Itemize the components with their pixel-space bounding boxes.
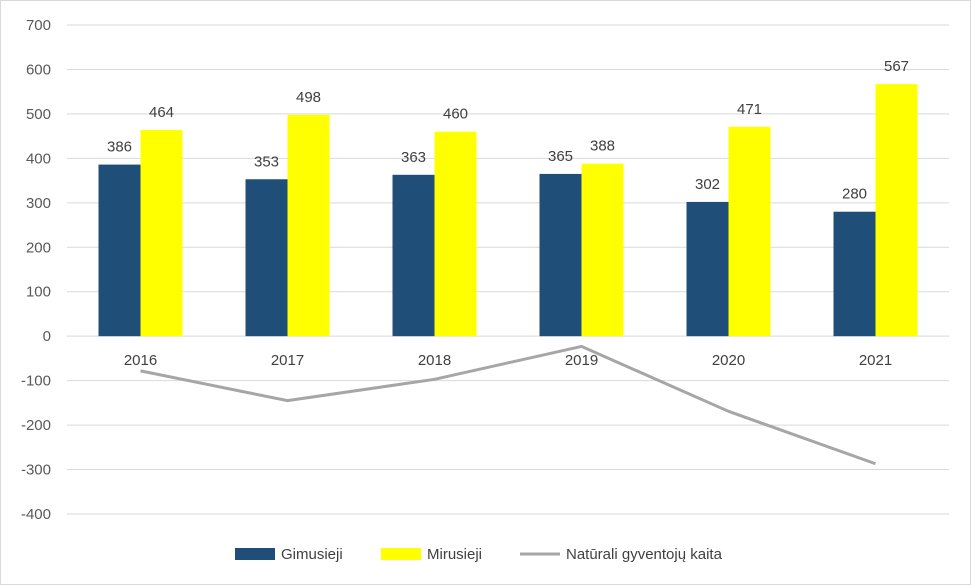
data-label: 471 bbox=[737, 101, 762, 118]
bar-gimusieji-2020 bbox=[686, 201, 729, 337]
data-label: 464 bbox=[149, 104, 174, 121]
y-tick-label: 600 bbox=[26, 61, 51, 78]
legend-swatch-gimusieji bbox=[235, 548, 275, 560]
y-tick-label: -300 bbox=[21, 462, 51, 479]
y-tick-label: 200 bbox=[26, 239, 51, 256]
y-tick-label: 700 bbox=[26, 17, 51, 34]
x-category-label: 2019 bbox=[565, 352, 598, 369]
x-category-label: 2017 bbox=[271, 352, 304, 369]
bar-mirusieji-2016 bbox=[140, 129, 183, 337]
y-tick-label: 400 bbox=[26, 150, 51, 167]
legend: Gimusieji Mirusieji Natūrali gyventojų kai… bbox=[235, 546, 723, 563]
x-category-label: 2021 bbox=[859, 352, 892, 369]
x-category-label: 2018 bbox=[418, 352, 451, 369]
y-axis-ticks: 700 600 500 400 300 200 100 0 -100 -200 -300 -400 bbox=[21, 17, 51, 523]
y-tick-label: 0 bbox=[43, 328, 51, 345]
bar-mirusieji-2019 bbox=[581, 163, 624, 337]
y-tick-label: -400 bbox=[21, 506, 51, 523]
y-tick-label: -100 bbox=[21, 373, 51, 390]
x-category-label: 2020 bbox=[712, 352, 745, 369]
data-label: 302 bbox=[695, 176, 720, 193]
bar-gimusieji-2019 bbox=[539, 173, 582, 337]
y-tick-label: 100 bbox=[26, 284, 51, 301]
data-label: 386 bbox=[107, 139, 132, 156]
y-tick-label: 500 bbox=[26, 106, 51, 123]
y-tick-label: 300 bbox=[26, 195, 51, 212]
bar-gimusieji-2018 bbox=[392, 174, 435, 337]
line-natural-change bbox=[140, 344, 877, 466]
legend-label: Gimusieji bbox=[281, 546, 343, 563]
legend-swatch-mirusieji bbox=[381, 548, 421, 560]
data-label: 363 bbox=[401, 149, 426, 166]
data-label: 388 bbox=[590, 138, 615, 155]
data-label: 567 bbox=[884, 58, 909, 75]
line-series bbox=[140, 344, 877, 466]
bar-gimusieji-2016 bbox=[98, 164, 141, 337]
data-labels: 386 353 363 365 302 280 464 498 460 388 471 567 bbox=[107, 58, 909, 203]
data-label: 460 bbox=[443, 106, 468, 123]
data-label: 353 bbox=[254, 153, 279, 170]
y-tick-label: -200 bbox=[21, 417, 51, 434]
legend-label: Natūrali gyventojų kaita bbox=[566, 546, 723, 563]
legend-label: Mirusieji bbox=[427, 546, 482, 563]
data-label: 365 bbox=[548, 148, 573, 165]
bar-mirusieji-2021 bbox=[875, 84, 918, 337]
x-category-label: 2016 bbox=[124, 352, 157, 369]
bars bbox=[98, 84, 918, 337]
gridlines bbox=[67, 24, 949, 515]
bar-mirusieji-2018 bbox=[434, 131, 477, 337]
data-label: 280 bbox=[842, 186, 867, 203]
bar-mirusieji-2017 bbox=[287, 114, 330, 337]
bar-mirusieji-2020 bbox=[728, 126, 771, 337]
x-axis-categories: 2016 2017 2018 2019 2020 2021 bbox=[124, 352, 892, 369]
bar-gimusieji-2021 bbox=[833, 211, 876, 337]
data-label: 498 bbox=[296, 89, 321, 106]
bar-gimusieji-2017 bbox=[245, 179, 288, 337]
